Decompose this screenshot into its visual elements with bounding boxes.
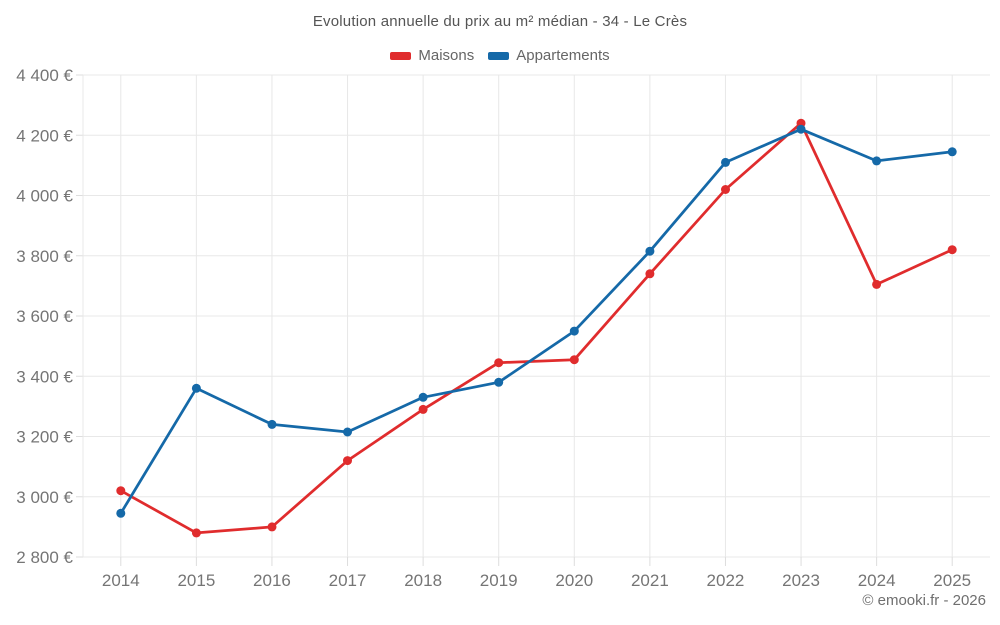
data-point-maisons[interactable] [569, 355, 579, 365]
appartements-series-swatch-icon [488, 51, 510, 60]
data-point-appartements[interactable] [947, 147, 957, 157]
data-point-maisons[interactable] [947, 245, 957, 255]
x-tick-label: 2016 [253, 571, 291, 590]
data-point-appartements[interactable] [721, 157, 730, 167]
data-point-maisons[interactable] [494, 358, 504, 368]
data-point-maisons[interactable] [645, 269, 655, 279]
data-point-appartements[interactable] [796, 124, 806, 134]
x-tick-label: 2023 [782, 571, 820, 590]
series-line-maisons [119, 121, 954, 535]
x-tick-label: 2022 [707, 571, 745, 590]
data-point-appartements[interactable] [116, 508, 126, 518]
legend-item-appartements[interactable]: Appartements [488, 47, 610, 64]
y-tick-label: 4 200 € [16, 126, 73, 145]
data-point-maisons[interactable] [721, 185, 730, 194]
copyright: © emooki.fr - 2026 [862, 592, 986, 609]
y-tick-label: 3 400 € [16, 367, 73, 386]
maisons-series-swatch-icon [390, 51, 412, 60]
x-tick-label: 2025 [933, 571, 971, 590]
data-point-appartements[interactable] [267, 419, 277, 429]
x-tick-label: 2021 [631, 571, 669, 590]
y-tick-label: 3 200 € [16, 428, 73, 447]
data-point-appartements[interactable] [645, 246, 655, 256]
legend-label-appartements: Appartements [516, 47, 610, 64]
x-tick-label: 2018 [404, 571, 442, 590]
data-point-maisons[interactable] [872, 279, 882, 289]
data-point-maisons[interactable] [267, 522, 277, 532]
data-point-appartements[interactable] [494, 377, 504, 387]
y-tick-label: 4 000 € [16, 187, 73, 206]
y-tick-label: 3 800 € [16, 247, 73, 266]
data-point-appartements[interactable] [191, 383, 201, 393]
data-point-appartements[interactable] [569, 326, 579, 336]
x-tick-label: 2017 [329, 571, 367, 590]
x-tick-label: 2019 [480, 571, 518, 590]
x-tick-label: 2024 [858, 571, 896, 590]
y-tick-label: 2 800 € [16, 548, 73, 567]
data-point-maisons[interactable] [191, 528, 201, 538]
chart-title: Evolution annuelle du prix au m² médian … [312, 13, 688, 30]
data-point-maisons[interactable] [343, 456, 352, 466]
data-point-maisons[interactable] [116, 486, 126, 496]
data-point-appartements[interactable] [418, 392, 428, 402]
data-point-appartements[interactable] [343, 427, 352, 437]
x-tick-label: 2015 [177, 571, 215, 590]
x-tick-label: 2014 [102, 571, 140, 590]
legend-label-maisons: Maisons [418, 47, 475, 64]
series-line-appartements [119, 127, 954, 515]
data-point-maisons[interactable] [418, 404, 428, 414]
y-tick-label: 3 000 € [16, 488, 73, 507]
chart-legend: Maisons Appartements [0, 47, 1000, 64]
data-point-appartements[interactable] [872, 156, 882, 166]
legend-item-maisons[interactable]: Maisons [390, 47, 474, 64]
x-tick-label: 2020 [555, 571, 593, 590]
y-tick-label: 4 400 € [16, 66, 73, 85]
y-tick-label: 3 600 € [16, 307, 73, 326]
